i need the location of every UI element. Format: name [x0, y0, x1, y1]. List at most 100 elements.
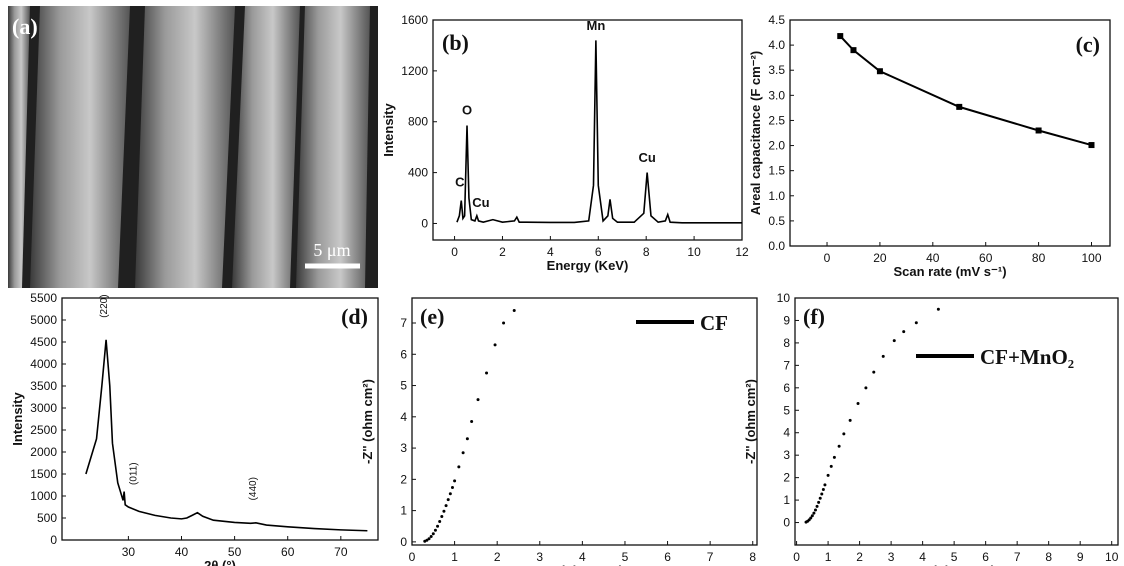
data-point [451, 486, 454, 489]
plot-frame [412, 298, 757, 545]
data-line [457, 40, 742, 222]
data-point [882, 355, 885, 358]
data-point [823, 483, 826, 486]
y-tick-label: 9 [783, 313, 790, 327]
data-point [838, 445, 841, 448]
x-tick-label: 40 [175, 545, 189, 559]
data-point [820, 493, 823, 496]
x-tick-label: 6 [595, 245, 602, 259]
data-point [842, 432, 845, 435]
x-tick-label: 9 [1077, 550, 1084, 564]
y-tick-label: 2.0 [768, 139, 785, 153]
x-tick-label: 4 [919, 550, 926, 564]
y-tick-label: 500 [37, 511, 57, 525]
data-point [494, 343, 497, 346]
data-point [432, 532, 435, 535]
x-tick-label: 0 [824, 251, 831, 265]
y-tick-label: 3500 [30, 379, 57, 393]
plot-frame [795, 298, 1118, 545]
data-point [915, 321, 918, 324]
data-point [447, 498, 450, 501]
y-tick-label: 4.5 [768, 13, 785, 27]
x-tick-label: 40 [926, 251, 940, 265]
y-tick-label: 5 [400, 379, 407, 393]
data-point [438, 520, 441, 523]
x-tick-label: 2 [856, 550, 863, 564]
x-tick-label: 0 [451, 245, 458, 259]
data-point [822, 488, 825, 491]
y-axis-label: -Z'' (ohm cm²) [360, 379, 375, 464]
sem-image: (a) 5 μm [8, 6, 378, 288]
y-tick-label: 5000 [30, 313, 57, 327]
y-tick-label: 1000 [30, 489, 57, 503]
y-tick-label: 4.0 [768, 38, 785, 52]
y-tick-label: 6 [783, 381, 790, 395]
x-tick-label: 8 [749, 550, 756, 564]
data-point [502, 322, 505, 325]
y-tick-label: 3.5 [768, 63, 785, 77]
data-point [477, 398, 480, 401]
x-tick-label: 4 [547, 245, 554, 259]
y-tick-label: 2000 [30, 445, 57, 459]
data-point [449, 492, 452, 495]
data-point [811, 514, 814, 517]
x-tick-label: 0 [409, 550, 416, 564]
data-point [462, 451, 465, 454]
x-tick-label: 20 [873, 251, 887, 265]
y-axis-label: Areal capacitance (F cm⁻²) [748, 51, 763, 215]
plot-frame [790, 20, 1110, 246]
x-tick-label: 12 [735, 245, 749, 259]
x-tick-label: 6 [664, 550, 671, 564]
x-axis-label: Energy (KeV) [547, 258, 629, 273]
y-tick-label: 1200 [401, 64, 428, 78]
legend-label: CF+MnO₂ [980, 345, 1074, 369]
data-point [837, 33, 843, 39]
y-tick-label: 8 [783, 336, 790, 350]
data-point [470, 420, 473, 423]
y-tick-label: 2 [783, 471, 790, 485]
x-tick-label: 80 [1032, 251, 1046, 265]
panel-label: (f) [803, 304, 825, 329]
y-tick-label: 5500 [30, 291, 57, 305]
annotation: (440) [248, 477, 259, 500]
y-tick-label: 0.5 [768, 214, 785, 228]
y-tick-label: 0 [421, 216, 428, 230]
x-axis-label: Scan rate (mV s⁻¹) [893, 264, 1006, 279]
y-tick-label: 4 [400, 410, 407, 424]
y-tick-label: 4000 [30, 357, 57, 371]
panel-label: (e) [420, 304, 444, 329]
annotation: C [455, 175, 465, 190]
y-tick-label: 10 [777, 291, 791, 305]
x-tick-label: 5 [951, 550, 958, 564]
x-tick-label: 8 [643, 245, 650, 259]
data-point [434, 529, 437, 532]
y-tick-label: 0.0 [768, 239, 785, 253]
y-tick-label: 7 [400, 316, 407, 330]
y-tick-label: 5 [783, 403, 790, 417]
annotation: (011) [128, 462, 139, 485]
data-point [833, 456, 836, 459]
y-tick-label: 0 [400, 535, 407, 549]
y-tick-label: 1 [783, 493, 790, 507]
y-tick-label: 0 [783, 516, 790, 530]
data-point [857, 402, 860, 405]
panel-label: (d) [341, 304, 368, 329]
data-point [827, 474, 830, 477]
data-point [453, 479, 456, 482]
data-point [819, 497, 822, 500]
data-point [513, 309, 516, 312]
x-tick-label: 50 [228, 545, 242, 559]
y-tick-label: 3 [400, 441, 407, 455]
y-tick-label: 1.5 [768, 164, 785, 178]
y-tick-label: 400 [408, 166, 428, 180]
x-tick-label: 60 [281, 545, 295, 559]
x-tick-label: 70 [334, 545, 348, 559]
data-point [814, 508, 817, 511]
data-point [812, 512, 815, 515]
x-tick-label: 10 [1105, 550, 1119, 564]
panel-label: (c) [1076, 32, 1100, 57]
y-tick-label: 4500 [30, 335, 57, 349]
data-point [428, 537, 431, 540]
y-tick-label: 2500 [30, 423, 57, 437]
